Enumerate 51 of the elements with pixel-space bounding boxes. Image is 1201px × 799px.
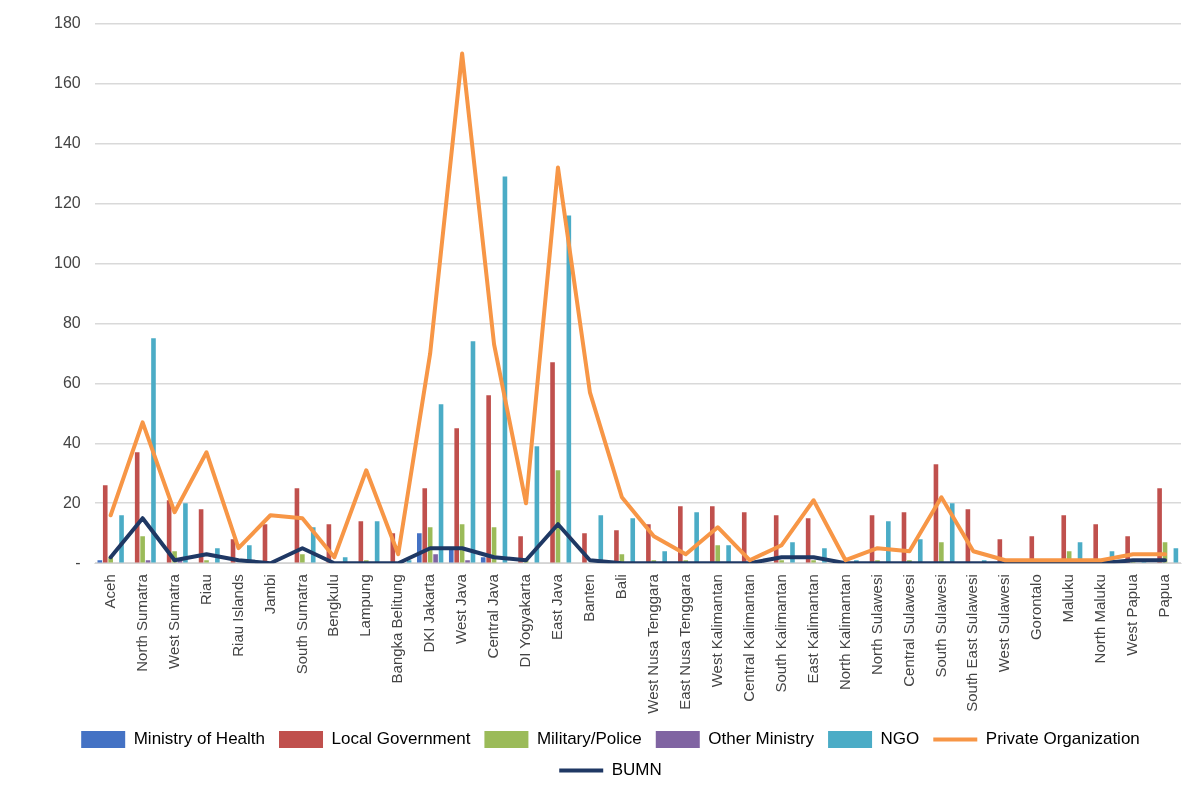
y-tick-label: 40 [62,433,81,451]
x-tick-label: East Nusa Tenggara [675,573,693,710]
x-tick-label: Lampung [356,574,374,637]
x-tick-label: East Kalimantan [803,574,821,684]
y-tick-label: - [75,553,81,571]
x-tick-label: Riau [196,574,214,606]
legend-label: Local Government [331,729,471,749]
x-tick-label: Central Sulawesi [899,574,917,687]
y-tick-label: 180 [53,14,81,32]
y-tick-label: 120 [53,193,81,211]
x-tick-label: West Papua [1123,573,1141,656]
x-tick-label: Bali [612,574,630,600]
x-tick-label: Central Kalimantan [739,574,757,702]
x-tick-label: North Sumatra [132,573,150,672]
x-tick-label: Bangka Belitung [388,574,406,684]
x-tick-label: South Kalimantan [771,574,789,693]
x-tick-label: Gorontalo [1027,574,1045,641]
x-tick-label: West Nusa Tenggara [643,573,661,714]
x-tick-label: South East Sulawesi [963,574,981,712]
x-tick-label: West Java [452,573,470,644]
legend-label: NGO [880,729,920,749]
x-tick-label: Papua [1155,573,1173,618]
y-tick-label: 20 [62,493,81,511]
legend-label: BUMN [611,760,662,780]
x-tick-label: South Sulawesi [931,574,949,678]
x-tick-label: Maluku [1059,574,1077,623]
x-tick-label: Bengkulu [324,574,342,637]
x-tick-label: DKI Jakarta [420,573,438,653]
y-tick-label: 80 [62,313,81,331]
x-tick-label: North Maluku [1091,574,1109,664]
legend-label: Private Organization [985,729,1140,749]
legend-label: Ministry of Health [133,729,266,749]
x-tick-label: West Sumatra [164,573,182,669]
y-tick-label: 160 [53,73,81,91]
y-tick-label: 100 [53,253,81,271]
x-tick-label: Central Java [484,573,502,659]
x-tick-label: South Sumatra [292,573,310,675]
x-tick-label: DI Yogyakarta [516,573,534,668]
x-tick-label: North Sulawesi [867,574,885,676]
x-tick-label: Banten [580,574,598,622]
legend-label: Other Ministry [708,729,815,749]
x-tick-label: East Java [548,573,566,641]
x-tick-label: Aceh [100,574,118,609]
x-tick-label: West Sulawesi [995,574,1013,673]
x-tick-label: North Kalimantan [835,574,853,691]
legend-label: Military/Police [536,729,642,749]
x-tick-label: West Kalimantan [707,574,725,688]
y-tick-label: 60 [62,373,81,391]
x-tick-label: Riau Islands [228,574,246,657]
x-tick-label: Jambi [260,574,278,615]
y-tick-label: 140 [53,133,81,151]
